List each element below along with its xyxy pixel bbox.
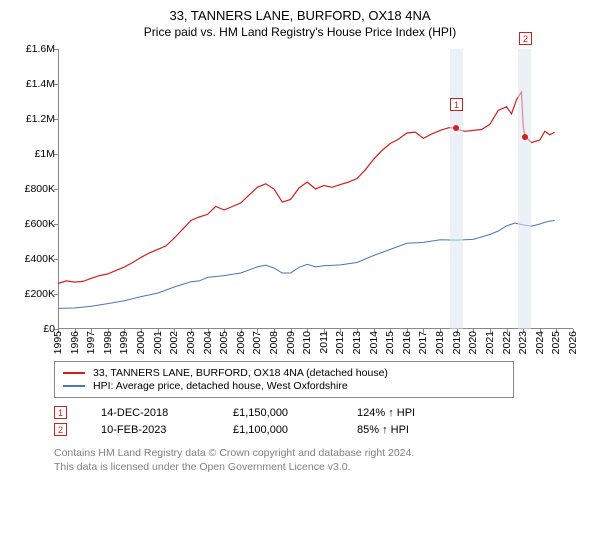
x-axis-label: 2017	[417, 331, 429, 354]
series-hpi	[58, 221, 555, 309]
annotation-row: 1 14-DEC-2018 £1,150,000 124% ↑ HPI	[54, 406, 592, 419]
x-axis-label: 1996	[69, 331, 81, 354]
x-axis-label: 2016	[401, 331, 413, 354]
x-axis-label: 2024	[534, 331, 546, 354]
y-axis-label: £1.2M	[26, 113, 55, 125]
sale-marker-dot	[522, 134, 528, 140]
annotation-date: 14-DEC-2018	[101, 407, 199, 419]
x-axis-label: 2004	[202, 331, 214, 354]
x-axis-label: 2018	[434, 331, 446, 354]
legend-label: 33, TANNERS LANE, BURFORD, OX18 4NA (det…	[93, 367, 388, 379]
legend: 33, TANNERS LANE, BURFORD, OX18 4NA (det…	[54, 361, 514, 398]
legend-item: 33, TANNERS LANE, BURFORD, OX18 4NA (det…	[63, 367, 505, 379]
y-axis-label: £400K	[25, 253, 55, 265]
plot-lines	[58, 49, 573, 329]
annotation-row: 2 10-FEB-2023 £1,100,000 85% ↑ HPI	[54, 423, 592, 436]
page-subtitle: Price paid vs. HM Land Registry's House …	[8, 25, 592, 39]
x-axis-label: 2026	[567, 331, 579, 354]
annotation-marker: 2	[54, 423, 67, 436]
x-axis-label: 2023	[517, 331, 529, 354]
x-axis-label: 2012	[334, 331, 346, 354]
page-title: 33, TANNERS LANE, BURFORD, OX18 4NA	[8, 8, 592, 23]
sale-marker-label: 1	[450, 98, 463, 111]
annotation-date: 10-FEB-2023	[101, 424, 199, 436]
x-axis-label: 2019	[451, 331, 463, 354]
x-axis-label: 2009	[285, 331, 297, 354]
y-axis-label: £1.4M	[26, 78, 55, 90]
legend-item: HPI: Average price, detached house, West…	[63, 380, 505, 392]
x-axis-label: 2011	[318, 331, 330, 354]
x-axis-label: 2002	[168, 331, 180, 354]
annotation-note: 85% ↑ HPI	[357, 424, 409, 436]
x-axis-label: 2003	[185, 331, 197, 354]
x-axis-label: 1999	[118, 331, 130, 354]
x-axis-label: 2022	[501, 331, 513, 354]
legend-label: HPI: Average price, detached house, West…	[93, 380, 348, 392]
annotation-table: 1 14-DEC-2018 £1,150,000 124% ↑ HPI 2 10-FEB-…	[54, 406, 592, 436]
sale-marker-label: 2	[519, 32, 532, 45]
x-axis-label: 2001	[152, 331, 164, 354]
y-axis-label: £200K	[25, 288, 55, 300]
legend-swatch	[63, 385, 85, 387]
x-axis-label: 2025	[550, 331, 562, 354]
x-axis-label: 2021	[484, 331, 496, 354]
x-axis-label: 1998	[102, 331, 114, 354]
x-axis-label: 2013	[351, 331, 363, 354]
x-axis-label: 2007	[251, 331, 263, 354]
chart: £0£200K£400K£600K£800K£1M£1.2M£1.4M£1.6M…	[12, 45, 577, 355]
annotation-note: 124% ↑ HPI	[357, 407, 415, 419]
x-axis-label: 2008	[268, 331, 280, 354]
x-axis-label: 2000	[135, 331, 147, 354]
x-axis-label: 2014	[368, 331, 380, 354]
x-axis-label: 2005	[218, 331, 230, 354]
annotation-price: £1,100,000	[233, 424, 323, 436]
y-axis-label: £1.6M	[26, 43, 55, 55]
footnote-line: This data is licensed under the Open Gov…	[54, 460, 592, 474]
footnote: Contains HM Land Registry data © Crown c…	[54, 446, 592, 474]
x-axis-label: 1997	[85, 331, 97, 354]
highlight-band	[450, 49, 462, 329]
series-subject	[58, 92, 555, 284]
x-axis-label: 2010	[301, 331, 313, 354]
annotation-price: £1,150,000	[233, 407, 323, 419]
x-axis-label: 1995	[52, 331, 64, 354]
y-axis-label: £800K	[25, 183, 55, 195]
legend-swatch	[63, 372, 85, 374]
annotation-marker: 1	[54, 406, 67, 419]
y-axis-label: £1M	[35, 148, 55, 160]
sale-marker-dot	[453, 125, 459, 131]
x-axis-label: 2020	[467, 331, 479, 354]
footnote-line: Contains HM Land Registry data © Crown c…	[54, 446, 592, 460]
x-axis-label: 2015	[384, 331, 396, 354]
y-axis-label: £600K	[25, 218, 55, 230]
highlight-band	[518, 49, 531, 329]
x-axis-label: 2006	[235, 331, 247, 354]
